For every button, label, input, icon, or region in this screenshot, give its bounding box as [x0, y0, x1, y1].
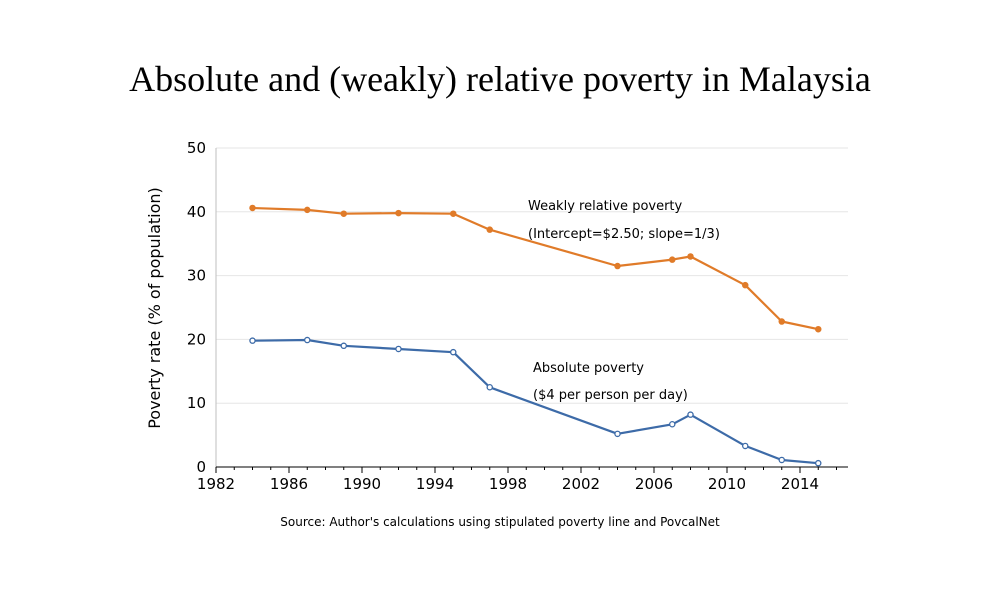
data-point-1: [486, 383, 493, 391]
data-point-0: [815, 325, 822, 333]
data-point-1: [778, 456, 786, 464]
x-tick-label: 1986: [270, 475, 308, 493]
data-point-1: [395, 345, 402, 353]
data-point-0: [486, 226, 493, 233]
x-tick-label: 1998: [489, 475, 527, 493]
y-tick-label: 30: [187, 267, 206, 285]
annotation-weakly-relative-name: Weakly relative poverty: [528, 199, 683, 214]
data-point-1: [614, 430, 621, 438]
y-tick-label: 50: [187, 139, 206, 157]
chart-title: Absolute and (weakly) relative poverty i…: [129, 59, 871, 99]
data-point-0: [303, 206, 311, 214]
data-point-1: [249, 337, 256, 344]
data-point-1: [815, 459, 822, 467]
y-tick-label: 10: [187, 394, 206, 412]
data-point-0: [449, 210, 457, 217]
series-line-1: [252, 338, 819, 465]
y-tick-label: 20: [187, 330, 206, 348]
x-tick-label: 1990: [343, 475, 381, 493]
axes: 0 10 20 30 40 50 1982 1986 1990 1994 1998 2002 2006 2…: [187, 139, 848, 493]
y-tick-label: 0: [196, 458, 206, 476]
x-tick-label: 2002: [562, 475, 600, 493]
x-tick-label: 1994: [416, 475, 454, 493]
data-point-0: [669, 256, 676, 263]
data-point-1: [687, 411, 694, 418]
gridlines: [216, 147, 848, 404]
data-point-1: [742, 442, 749, 450]
data-point-1: [669, 421, 676, 428]
data-point-0: [687, 253, 694, 260]
data-point-0: [614, 262, 621, 270]
series-lines: [249, 204, 822, 467]
x-tick-label: 2014: [781, 475, 819, 493]
data-point-1: [340, 342, 347, 350]
data-point-1: [303, 336, 311, 344]
data-point-0: [742, 281, 749, 289]
data-point-0: [249, 204, 256, 212]
x-tick-label: 1982: [197, 475, 235, 493]
annotation-absolute-name: Absolute poverty: [533, 361, 644, 376]
annotation-absolute-params: ($4 per person per day): [533, 388, 688, 403]
y-tick-label: 40: [187, 203, 206, 221]
data-point-0: [778, 318, 786, 325]
y-axis-label: Poverty rate (% of population): [145, 187, 164, 429]
x-tick-label: 2006: [635, 475, 673, 493]
data-point-0: [340, 210, 347, 217]
source-note: Source: Author's calculations using stip…: [280, 515, 720, 529]
x-tick-label: 2010: [708, 475, 746, 493]
data-point-1: [449, 348, 457, 356]
series-line-0: [252, 206, 819, 331]
data-point-0: [395, 209, 402, 217]
annotation-weakly-relative-params: (Intercept=$2.50; slope=1/3): [528, 227, 720, 242]
